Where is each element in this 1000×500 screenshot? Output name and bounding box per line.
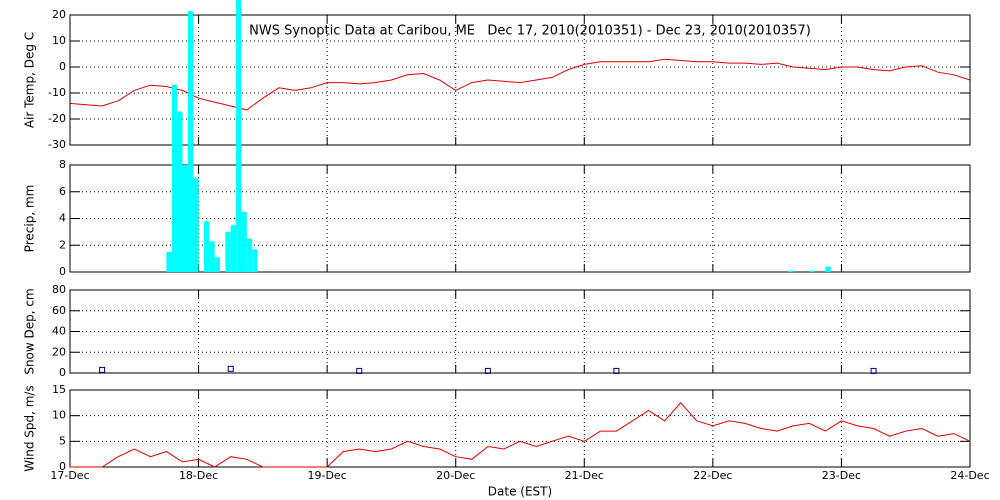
y-tick-label: 10 xyxy=(52,34,66,47)
x-tick-label: 22-Dec xyxy=(693,469,732,482)
point xyxy=(484,367,491,374)
bar xyxy=(171,84,178,272)
bar xyxy=(241,211,247,272)
x-tick-label: 17-Dec xyxy=(50,469,89,482)
y-tick-label: -20 xyxy=(48,112,66,125)
y-tick-label: 20 xyxy=(52,345,66,358)
y-tick-label: 80 xyxy=(52,283,66,296)
point xyxy=(613,367,620,374)
y-tick-label: 20 xyxy=(52,8,66,21)
y-tick-label: 5 xyxy=(59,434,66,447)
bar xyxy=(177,111,183,272)
bar xyxy=(787,270,794,272)
panel-frame xyxy=(69,289,971,374)
panel-frame xyxy=(69,389,971,468)
bar xyxy=(193,178,199,272)
bar xyxy=(236,0,242,272)
bar xyxy=(214,257,220,272)
y-tick-label: 8 xyxy=(59,158,66,171)
panel-frame xyxy=(69,164,971,273)
y-axis-label: Air Temp, Deg C xyxy=(23,32,37,128)
bar xyxy=(225,231,231,272)
bar xyxy=(187,11,194,272)
bar xyxy=(209,241,215,272)
point xyxy=(99,366,106,373)
bar xyxy=(182,165,188,272)
point xyxy=(870,367,877,374)
bar xyxy=(203,221,210,272)
y-tick-label: -10 xyxy=(48,86,66,99)
x-tick-label: 19-Dec xyxy=(308,469,347,482)
y-tick-label: 40 xyxy=(52,325,66,338)
y-tick-label: 0 xyxy=(59,460,66,473)
x-tick-label: 23-Dec xyxy=(822,469,861,482)
y-tick-label: 0 xyxy=(59,265,66,278)
bar xyxy=(825,266,831,272)
y-tick-label: 6 xyxy=(59,185,66,198)
bar xyxy=(166,251,172,272)
x-tick-label: 24-Dec xyxy=(950,469,989,482)
y-tick-label: -30 xyxy=(48,138,66,151)
y-tick-label: 0 xyxy=(59,366,66,379)
y-axis-label: Wind Spd, m/s xyxy=(23,385,37,471)
point xyxy=(227,365,234,372)
y-tick-label: 10 xyxy=(52,409,66,422)
bar xyxy=(246,238,253,272)
point xyxy=(356,367,363,374)
y-tick-label: 2 xyxy=(59,238,66,251)
y-tick-label: 15 xyxy=(52,383,66,396)
x-tick-label: 21-Dec xyxy=(565,469,604,482)
y-tick-label: 60 xyxy=(52,304,66,317)
data-line xyxy=(70,402,971,468)
chart-title: NWS Synoptic Data at Caribou, ME Dec 17,… xyxy=(249,24,811,39)
y-axis-label: Precip, mm xyxy=(23,185,37,253)
x-axis-label: Date (EST) xyxy=(488,485,552,499)
bar xyxy=(252,249,258,272)
x-tick-label: 18-Dec xyxy=(179,469,218,482)
x-tick-label: 20-Dec xyxy=(436,469,475,482)
bar xyxy=(230,225,237,272)
data-line xyxy=(69,58,971,111)
y-axis-label: Snow Dep, cm xyxy=(23,288,37,374)
y-tick-label: 0 xyxy=(59,60,66,73)
bar xyxy=(809,270,815,272)
y-tick-label: 4 xyxy=(59,212,66,225)
